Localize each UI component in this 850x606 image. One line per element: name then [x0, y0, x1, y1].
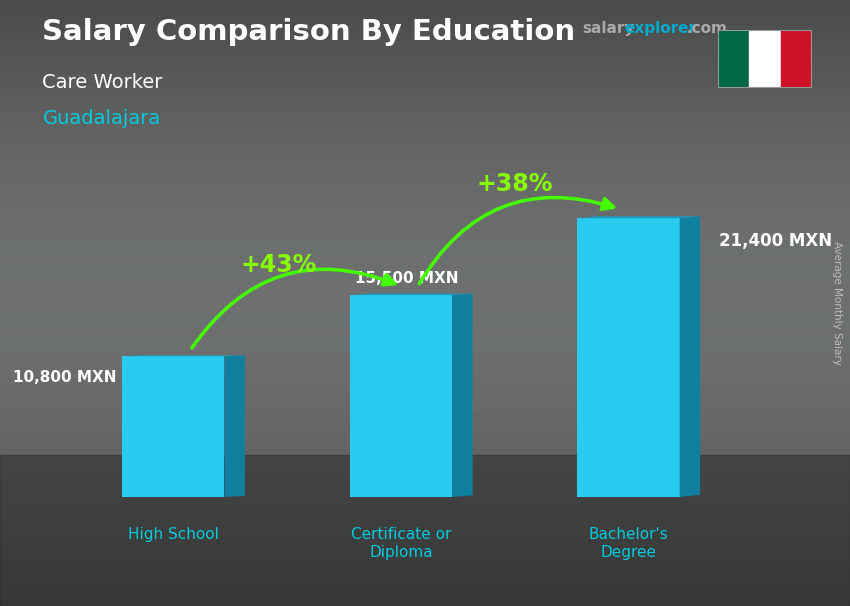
Bar: [0, 388, 850, 400]
Bar: [0, 351, 850, 364]
Bar: [0, 48, 850, 61]
Text: 15,500 MXN: 15,500 MXN: [354, 271, 458, 286]
Bar: [0, 61, 850, 73]
Bar: [0, 570, 850, 582]
Bar: [0, 400, 850, 412]
Text: Certificate or
Diploma: Certificate or Diploma: [351, 527, 451, 559]
Bar: [0, 582, 850, 594]
Bar: [750, 30, 780, 88]
Bar: [780, 30, 812, 88]
Bar: [0, 461, 850, 473]
Bar: [0, 279, 850, 291]
Text: Care Worker: Care Worker: [42, 73, 163, 92]
Polygon shape: [224, 355, 245, 497]
Bar: [0, 218, 850, 230]
Bar: [0, 109, 850, 121]
Bar: [0, 133, 850, 145]
Bar: [0, 255, 850, 267]
Bar: [0, 0, 850, 12]
Bar: [0, 509, 850, 521]
Bar: [0, 24, 850, 36]
Text: Guadalajara: Guadalajara: [42, 109, 161, 128]
Bar: [0, 85, 850, 97]
Polygon shape: [680, 216, 700, 497]
Polygon shape: [577, 216, 700, 218]
Bar: [0, 376, 850, 388]
Bar: [0, 473, 850, 485]
Text: 21,400 MXN: 21,400 MXN: [719, 231, 833, 250]
Bar: [0, 594, 850, 606]
Bar: [122, 356, 224, 497]
Text: Average Monthly Salary: Average Monthly Salary: [832, 241, 842, 365]
Bar: [0, 364, 850, 376]
Bar: [0, 339, 850, 351]
Bar: [0, 291, 850, 303]
Bar: [0, 412, 850, 424]
Text: salary: salary: [582, 21, 635, 36]
Bar: [0, 558, 850, 570]
Bar: [0, 485, 850, 497]
Bar: [0, 97, 850, 109]
Bar: [0, 545, 850, 558]
Text: explorer: explorer: [625, 21, 697, 36]
Bar: [0, 158, 850, 170]
Bar: [0, 436, 850, 448]
Bar: [0, 12, 850, 24]
Text: High School: High School: [128, 527, 218, 542]
Bar: [0, 533, 850, 545]
Bar: [0, 267, 850, 279]
Bar: [0, 521, 850, 533]
Bar: [0, 36, 850, 48]
Text: Bachelor's
Degree: Bachelor's Degree: [588, 527, 668, 559]
Bar: [0, 424, 850, 436]
Bar: [718, 30, 750, 88]
Bar: [0, 454, 850, 606]
Text: +43%: +43%: [241, 253, 317, 277]
Text: +38%: +38%: [477, 172, 552, 196]
Bar: [0, 497, 850, 509]
Bar: [0, 194, 850, 206]
Polygon shape: [349, 294, 473, 295]
Bar: [577, 218, 680, 497]
Bar: [0, 242, 850, 255]
Text: 10,800 MXN: 10,800 MXN: [13, 370, 116, 385]
Bar: [0, 230, 850, 242]
Bar: [0, 145, 850, 158]
Polygon shape: [452, 294, 473, 497]
Bar: [0, 170, 850, 182]
Bar: [0, 303, 850, 315]
Bar: [0, 315, 850, 327]
Bar: [0, 182, 850, 194]
Text: .com: .com: [687, 21, 728, 36]
Bar: [0, 121, 850, 133]
Bar: [0, 448, 850, 461]
Bar: [0, 206, 850, 218]
Bar: [0, 327, 850, 339]
Polygon shape: [122, 355, 245, 356]
Bar: [0, 73, 850, 85]
Bar: [349, 295, 452, 497]
Text: Salary Comparison By Education: Salary Comparison By Education: [42, 18, 575, 46]
